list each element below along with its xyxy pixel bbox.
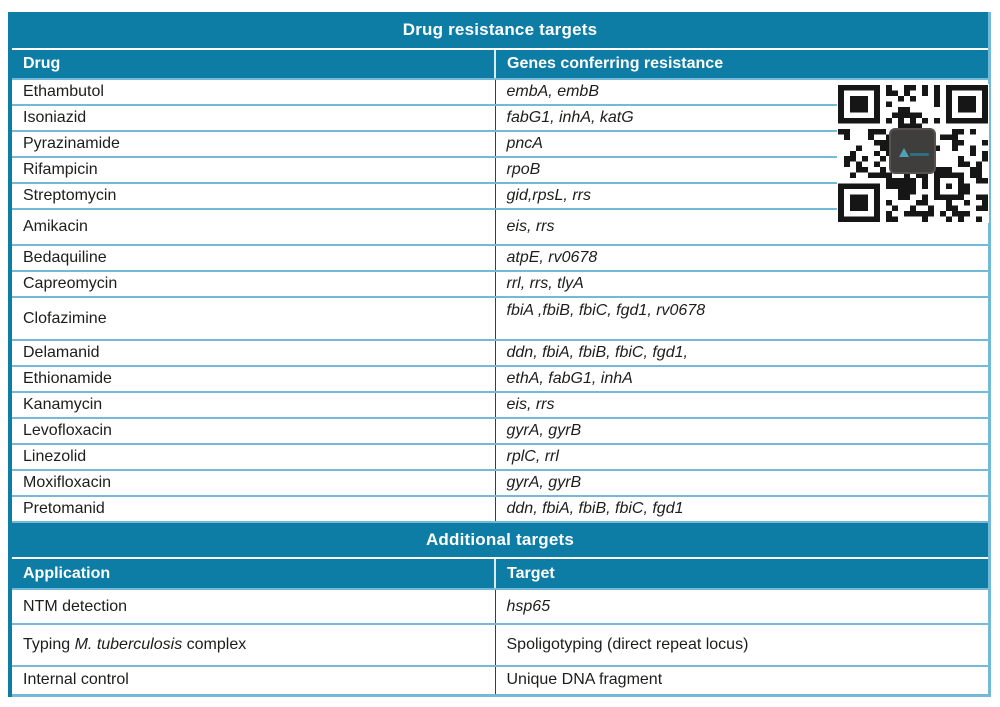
table-row: Amikacin eis, rrs bbox=[10, 209, 990, 246]
qr-logo bbox=[889, 128, 936, 174]
drug-name-cell: Kanamycin bbox=[10, 392, 495, 419]
target-cell: Unique DNA fragment bbox=[494, 666, 990, 696]
table-row: Ethionamide ethA, fabG1, inhA bbox=[10, 366, 990, 393]
genes-cell: fbiA ,fbiB, fbiC, fgd1, rv0678 bbox=[494, 297, 990, 341]
drug-table-header-row: Drug Genes conferring resistance bbox=[10, 49, 990, 80]
table-row: Pretomanid ddn, fbiA, fbiB, fbiC, fgd1 bbox=[10, 496, 990, 523]
qr-logo-mountain-icon bbox=[899, 148, 909, 157]
additional-header-row: Application Target bbox=[10, 558, 990, 590]
drug-name-cell: Pyrazinamide bbox=[10, 131, 495, 158]
genes-cell: ethA, fabG1, inhA bbox=[494, 366, 990, 393]
genes-cell: rrl, rrs, tlyA bbox=[494, 271, 990, 298]
table-row: Isoniazid fabG1, inhA, katG bbox=[10, 105, 990, 132]
genes-cell: eis, rrs bbox=[494, 392, 990, 419]
genes-cell: gyrA, gyrB bbox=[494, 418, 990, 445]
drug-name-cell: Amikacin bbox=[10, 209, 495, 246]
drug-name-cell: Isoniazid bbox=[10, 105, 495, 132]
drug-table-title: Drug resistance targets bbox=[10, 12, 990, 50]
additional-table-title: Additional targets bbox=[10, 522, 990, 559]
drug-name-cell: Linezolid bbox=[10, 444, 495, 471]
target-column-header: Target bbox=[494, 558, 990, 590]
table-row: Bedaquiline atpE, rv0678 bbox=[10, 245, 990, 272]
target-cell: hsp65 bbox=[494, 589, 990, 625]
application-text: Internal control bbox=[23, 671, 129, 689]
genes-column-header: Genes conferring resistance bbox=[494, 49, 990, 80]
drug-name-cell: Ethionamide bbox=[10, 366, 495, 393]
table-row: Capreomycin rrl, rrs, tlyA bbox=[10, 271, 990, 298]
application-italic-text: M. tuberculosis bbox=[74, 636, 183, 653]
table-row: Linezolid rplC, rrl bbox=[10, 444, 990, 471]
drug-name-cell: Moxifloxacin bbox=[10, 470, 495, 497]
drug-name-cell: Pretomanid bbox=[10, 496, 495, 523]
drug-name-cell: Ethambutol bbox=[10, 79, 495, 106]
drug-name-cell: Rifampicin bbox=[10, 157, 495, 184]
additional-table-head: Additional targets Application Target bbox=[10, 522, 990, 590]
genes-cell: atpE, rv0678 bbox=[494, 245, 990, 272]
qr-logo-text-bar bbox=[910, 153, 929, 156]
qr-code bbox=[837, 84, 989, 223]
additional-title-row: Additional targets bbox=[10, 522, 990, 559]
application-text: Typing bbox=[23, 636, 75, 653]
application-cell: NTM detection bbox=[10, 589, 495, 625]
target-cell: Spoligotyping (direct repeat locus) bbox=[494, 624, 990, 667]
drug-name-cell: Clofazimine bbox=[10, 297, 495, 341]
genes-cell: ddn, fbiA, fbiB, fbiC, fgd1, bbox=[494, 340, 990, 367]
additional-table-body: NTM detection hsp65 Typing M. tuberculos… bbox=[10, 589, 990, 696]
genes-cell: rplC, rrl bbox=[494, 444, 990, 471]
drug-name-cell: Streptomycin bbox=[10, 183, 495, 210]
application-cell: Typing M. tuberculosis complex bbox=[10, 624, 495, 667]
application-column-header: Application bbox=[10, 558, 495, 590]
application-text: NTM detection bbox=[23, 597, 128, 615]
drug-name-cell: Delamanid bbox=[10, 340, 495, 367]
drug-column-header: Drug bbox=[10, 49, 495, 80]
qr-code-pattern bbox=[838, 85, 988, 222]
table-row: Moxifloxacin gyrA, gyrB bbox=[10, 470, 990, 497]
table-row: Clofazimine fbiA ,fbiB, fbiC, fgd1, rv06… bbox=[10, 297, 990, 341]
genes-cell: gyrA, gyrB bbox=[494, 470, 990, 497]
drug-name-cell: Capreomycin bbox=[10, 271, 495, 298]
genes-cell: ddn, fbiA, fbiB, fbiC, fgd1 bbox=[494, 496, 990, 523]
table-row: Levofloxacin gyrA, gyrB bbox=[10, 418, 990, 445]
application-text-after: complex bbox=[182, 636, 247, 653]
table-row: Typing M. tuberculosis complex Spoligoty… bbox=[10, 624, 990, 667]
drug-table-title-row: Drug resistance targets bbox=[10, 12, 990, 50]
drug-name-cell: Bedaquiline bbox=[10, 245, 495, 272]
application-cell: Internal control bbox=[10, 666, 495, 696]
table-row: NTM detection hsp65 bbox=[10, 589, 990, 625]
table-row: Delamanid ddn, fbiA, fbiB, fbiC, fgd1, bbox=[10, 340, 990, 367]
drug-name-cell: Levofloxacin bbox=[10, 418, 495, 445]
table-row: Internal control Unique DNA fragment bbox=[10, 666, 990, 696]
table-row: Kanamycin eis, rrs bbox=[10, 392, 990, 419]
